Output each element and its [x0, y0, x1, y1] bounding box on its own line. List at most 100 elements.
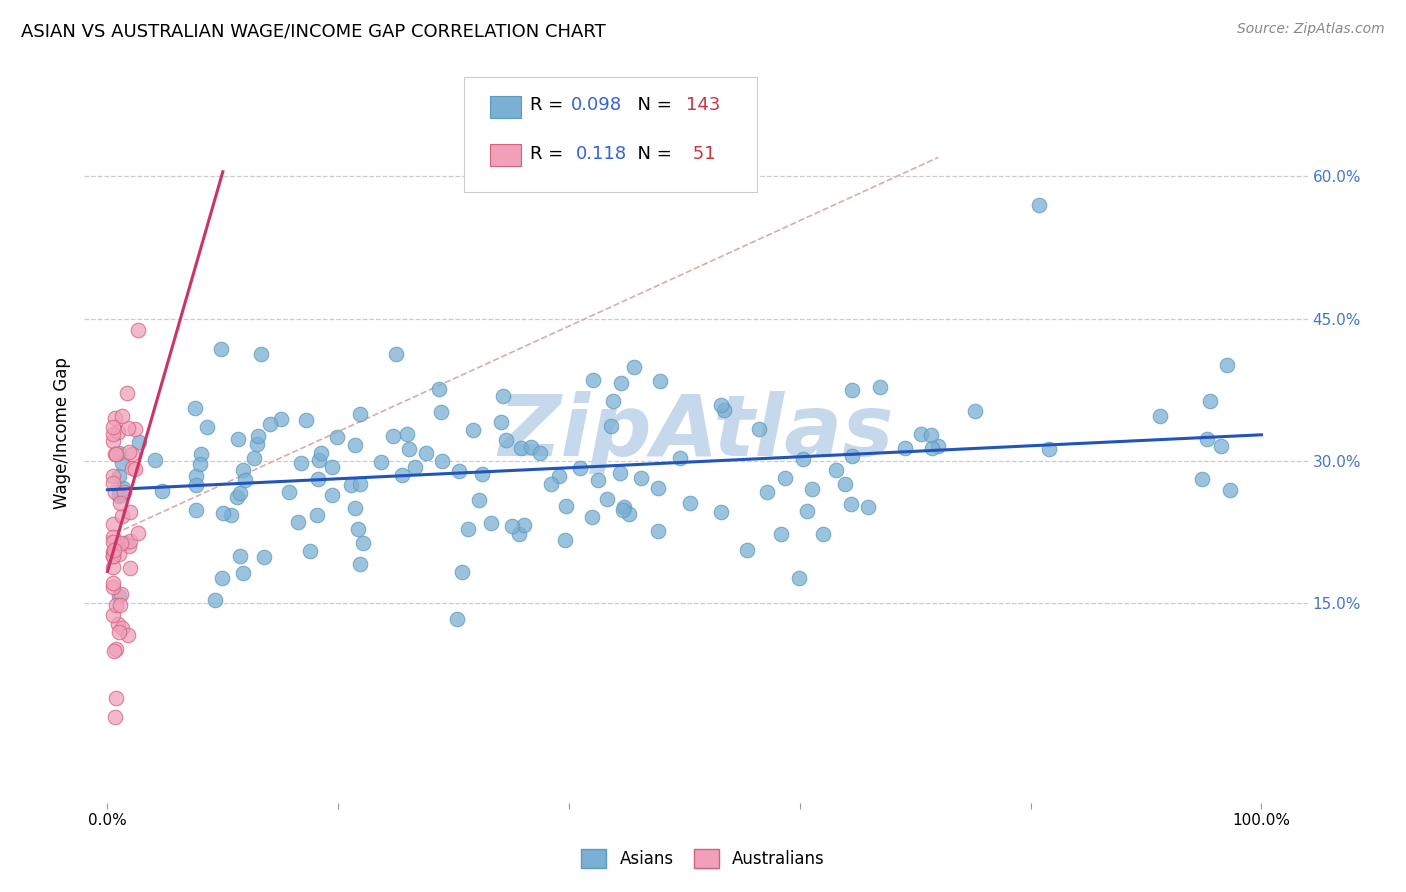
Point: [103, 545, 125, 559]
Point: [910, 427, 932, 442]
Point: [489, 415, 512, 429]
Point: [143, 453, 166, 467]
Point: [150, 484, 173, 499]
Point: [250, 347, 273, 361]
Point: [382, 429, 405, 443]
Point: [232, 462, 254, 476]
Point: [595, 492, 617, 507]
Point: [105, 691, 128, 706]
Point: [321, 488, 343, 502]
Point: [270, 412, 292, 426]
Point: [103, 476, 125, 491]
Point: [225, 490, 247, 504]
Point: [340, 478, 363, 492]
Point: [349, 407, 371, 421]
Point: [813, 527, 835, 541]
Point: [773, 471, 796, 485]
Point: [1199, 393, 1222, 408]
Point: [108, 547, 131, 561]
Point: [352, 536, 374, 550]
Point: [508, 526, 530, 541]
Point: [370, 455, 392, 469]
Point: [184, 401, 207, 415]
Point: [124, 422, 146, 436]
Point: [307, 471, 329, 485]
Text: R =: R =: [530, 145, 575, 162]
Point: [513, 517, 536, 532]
Point: [110, 536, 132, 550]
Point: [103, 530, 125, 544]
Text: N =: N =: [626, 145, 683, 162]
Point: [468, 492, 491, 507]
Point: [105, 598, 128, 612]
Point: [647, 524, 669, 538]
Point: [582, 373, 605, 387]
Point: [108, 489, 131, 503]
Point: [103, 608, 125, 623]
Point: [278, 484, 301, 499]
Point: [1191, 472, 1213, 486]
Point: [520, 440, 543, 454]
Point: [391, 468, 413, 483]
Point: [326, 430, 349, 444]
Point: [588, 473, 610, 487]
Point: [108, 598, 131, 612]
Y-axis label: Wage/Income Gap: Wage/Income Gap: [53, 357, 72, 508]
Point: [108, 589, 131, 603]
Point: [769, 527, 792, 541]
Point: [104, 710, 127, 724]
Point: [103, 434, 125, 448]
Point: [404, 460, 426, 475]
Point: [105, 447, 128, 461]
Point: [787, 571, 810, 585]
FancyBboxPatch shape: [464, 78, 758, 192]
Point: [105, 641, 128, 656]
Point: [124, 462, 146, 476]
Point: [495, 433, 517, 447]
Text: 51: 51: [688, 145, 716, 162]
Point: [569, 461, 592, 475]
Point: [209, 342, 232, 356]
Point: [619, 507, 641, 521]
Point: [103, 580, 125, 594]
Point: [509, 441, 531, 455]
Point: [212, 506, 235, 520]
Point: [613, 500, 636, 514]
Point: [623, 360, 645, 375]
Text: ASIAN VS AUSTRALIAN WAGE/INCOME GAP CORRELATION CHART: ASIAN VS AUSTRALIAN WAGE/INCOME GAP CORR…: [21, 22, 606, 40]
Point: [188, 458, 211, 472]
Point: [127, 526, 149, 541]
Point: [841, 383, 863, 397]
Point: [103, 644, 125, 658]
Point: [103, 469, 125, 483]
Point: [242, 450, 264, 465]
Point: [321, 459, 343, 474]
Point: [118, 505, 141, 519]
Point: [710, 398, 733, 412]
Point: [344, 437, 367, 451]
Point: [630, 471, 652, 485]
Point: [118, 445, 141, 459]
Point: [1216, 358, 1239, 372]
Point: [755, 485, 778, 500]
Point: [307, 508, 329, 522]
Text: 0.098: 0.098: [571, 96, 623, 114]
Point: [228, 549, 250, 563]
Point: [114, 535, 136, 549]
Point: [457, 522, 479, 536]
Point: [1197, 432, 1219, 446]
Point: [344, 501, 367, 516]
Text: ZipAtlas: ZipAtlas: [498, 391, 894, 475]
Point: [190, 447, 212, 461]
Point: [540, 477, 562, 491]
Point: [111, 456, 134, 470]
Point: [554, 533, 576, 547]
Point: [104, 411, 127, 425]
Point: [796, 504, 818, 518]
Point: [451, 565, 474, 579]
Point: [894, 441, 917, 455]
Point: [447, 464, 470, 478]
Point: [103, 426, 125, 441]
Point: [554, 499, 576, 513]
Point: [650, 374, 672, 388]
